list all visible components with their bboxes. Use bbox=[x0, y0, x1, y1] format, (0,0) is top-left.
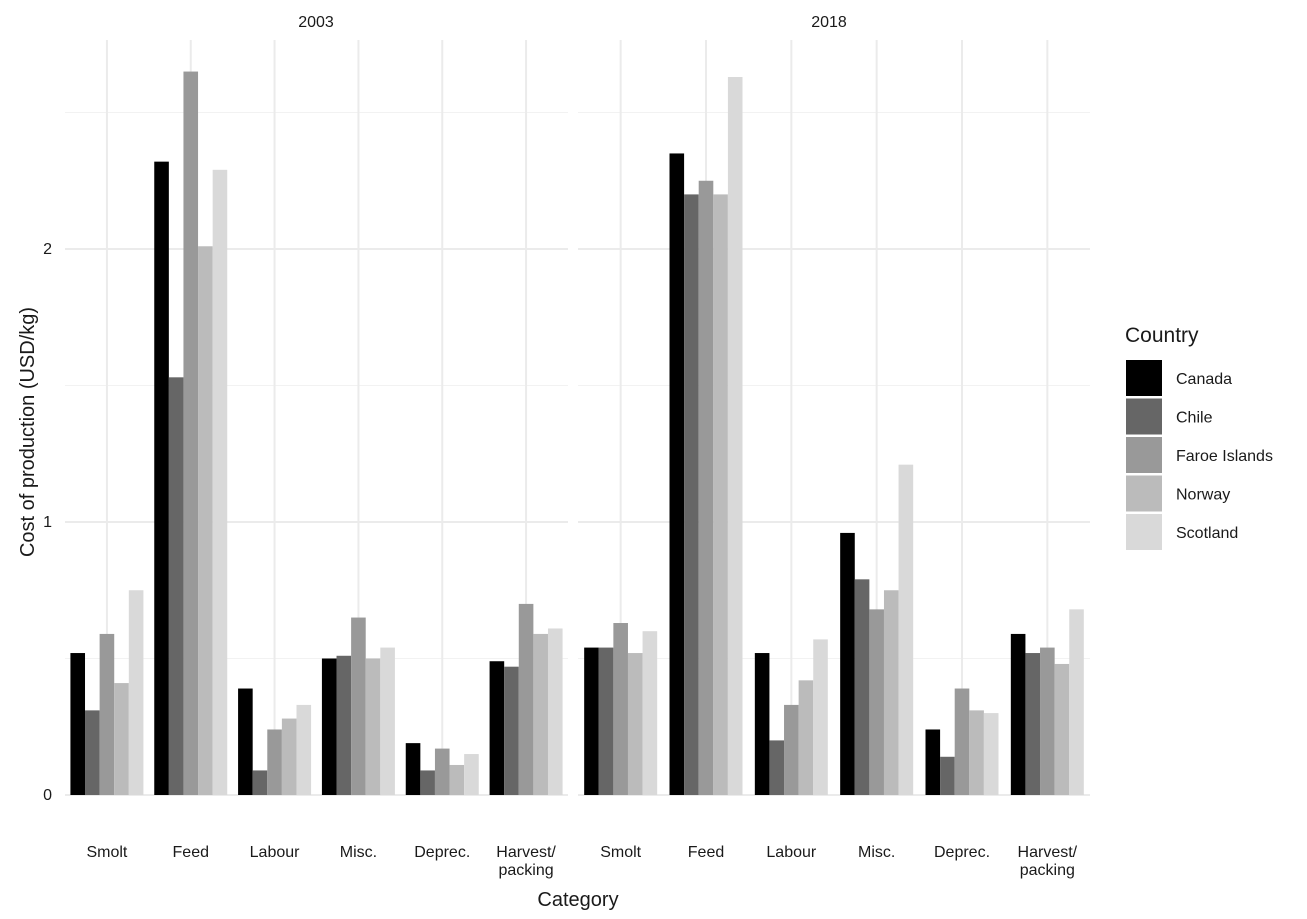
bar-norway bbox=[281, 718, 297, 795]
y-axis-title: Cost of production (USD/kg) bbox=[17, 307, 39, 557]
legend-swatch bbox=[1126, 475, 1162, 512]
x-axis-title: Category bbox=[537, 889, 618, 911]
legend-label: Scotland bbox=[1176, 525, 1238, 542]
legend: Country Canada Chile Faroe Islands Norway Sco… bbox=[1125, 324, 1273, 550]
bar-chile bbox=[940, 756, 955, 795]
x-tick-label: Harvest/ bbox=[496, 844, 556, 861]
y-tick-label: 1 bbox=[43, 514, 52, 531]
bar-norway bbox=[198, 246, 213, 795]
bar-scotland bbox=[380, 647, 395, 795]
bar-canada bbox=[925, 729, 941, 795]
bar-faroe-islands bbox=[434, 748, 450, 795]
legend-swatch bbox=[1126, 398, 1162, 435]
bar-canada bbox=[1010, 633, 1026, 795]
x-tick-label: packing bbox=[1020, 862, 1075, 879]
bar-faroe-islands bbox=[1040, 647, 1055, 795]
legend-title: Country bbox=[1125, 324, 1199, 347]
bar-faroe-islands bbox=[183, 71, 199, 796]
bar-chile bbox=[1025, 653, 1041, 795]
bar-scotland bbox=[642, 631, 658, 795]
bar-norway bbox=[365, 658, 381, 795]
bar-canada bbox=[669, 153, 685, 795]
x-tick-label: Misc. bbox=[340, 844, 377, 861]
bar-norway bbox=[798, 680, 814, 795]
facet-title: 2018 bbox=[811, 14, 847, 31]
bar-chile bbox=[252, 770, 268, 795]
bar-chile bbox=[598, 647, 614, 795]
bar-faroe-islands bbox=[518, 603, 534, 795]
bar-chile bbox=[336, 655, 352, 795]
legend-swatch bbox=[1126, 360, 1162, 396]
bar-norway bbox=[883, 590, 899, 795]
legend-label: Canada bbox=[1176, 371, 1232, 388]
bar-scotland bbox=[813, 639, 828, 795]
bar-faroe-islands bbox=[613, 623, 628, 795]
bar-scotland bbox=[983, 713, 999, 795]
x-tick-label: Labour bbox=[250, 844, 300, 861]
bar-faroe-islands bbox=[784, 704, 799, 795]
panel-2018: 2018 Smolt Feed Labour Misc. Deprec. Harvest/p… bbox=[578, 14, 1090, 879]
bar-chile bbox=[769, 740, 785, 795]
bar-canada bbox=[754, 653, 770, 795]
bar-norway bbox=[627, 653, 643, 795]
bar-chile bbox=[504, 666, 519, 795]
bar-faroe-islands bbox=[267, 729, 282, 795]
x-tick-label: packing bbox=[499, 862, 554, 879]
bar-chile bbox=[85, 710, 100, 795]
bar-faroe-islands bbox=[351, 617, 366, 795]
y-tick-label: 2 bbox=[43, 241, 52, 258]
legend-label: Faroe Islands bbox=[1176, 448, 1273, 465]
bar-faroe-islands bbox=[99, 633, 115, 795]
bar-norway bbox=[713, 194, 728, 795]
bar-faroe-islands bbox=[954, 688, 970, 795]
bar-canada bbox=[154, 161, 169, 795]
bar-scotland bbox=[1069, 609, 1084, 795]
x-tick-label: Labour bbox=[766, 844, 816, 861]
x-tick-label: Feed bbox=[688, 844, 724, 861]
bar-norway bbox=[969, 710, 984, 795]
bar-canada bbox=[405, 743, 421, 795]
bar-scotland bbox=[128, 590, 144, 795]
bar-faroe-islands bbox=[869, 609, 884, 795]
panel-2003: 2003 Smolt Feed Labour Misc. Deprec. Harvest/p… bbox=[65, 14, 568, 879]
x-tick-label: Deprec. bbox=[934, 844, 990, 861]
bar-norway bbox=[449, 764, 465, 795]
bar-scotland bbox=[212, 169, 228, 795]
x-tick-label: Feed bbox=[173, 844, 209, 861]
facet-title: 2003 bbox=[298, 14, 334, 31]
bar-scotland bbox=[296, 704, 312, 795]
bar-scotland bbox=[547, 628, 563, 795]
bar-faroe-islands bbox=[698, 180, 714, 795]
bar-norway bbox=[1054, 663, 1070, 795]
bar-chile bbox=[684, 194, 699, 795]
y-tick-label: 0 bbox=[43, 787, 52, 804]
bar-canada bbox=[489, 661, 505, 795]
legend-label: Chile bbox=[1176, 410, 1213, 427]
bar-norway bbox=[114, 683, 129, 795]
bar-canada bbox=[70, 653, 86, 795]
legend-swatch bbox=[1126, 514, 1162, 550]
bar-scotland bbox=[898, 464, 914, 795]
bar-chile bbox=[854, 579, 870, 795]
bar-scotland bbox=[727, 77, 743, 795]
bar-scotland bbox=[464, 754, 479, 795]
bar-chile bbox=[420, 770, 435, 795]
legend-label: Norway bbox=[1176, 487, 1230, 504]
x-tick-label: Harvest/ bbox=[1018, 844, 1078, 861]
bar-canada bbox=[321, 658, 337, 795]
bar-canada bbox=[584, 647, 599, 795]
x-tick-label: Deprec. bbox=[414, 844, 470, 861]
x-tick-label: Smolt bbox=[86, 844, 127, 861]
x-tick-label: Smolt bbox=[600, 844, 641, 861]
bar-canada bbox=[238, 688, 253, 795]
bar-norway bbox=[533, 633, 548, 795]
legend-swatch bbox=[1126, 437, 1162, 473]
x-tick-label: Misc. bbox=[858, 844, 895, 861]
bar-canada bbox=[840, 532, 855, 795]
bar-chile bbox=[168, 377, 184, 795]
